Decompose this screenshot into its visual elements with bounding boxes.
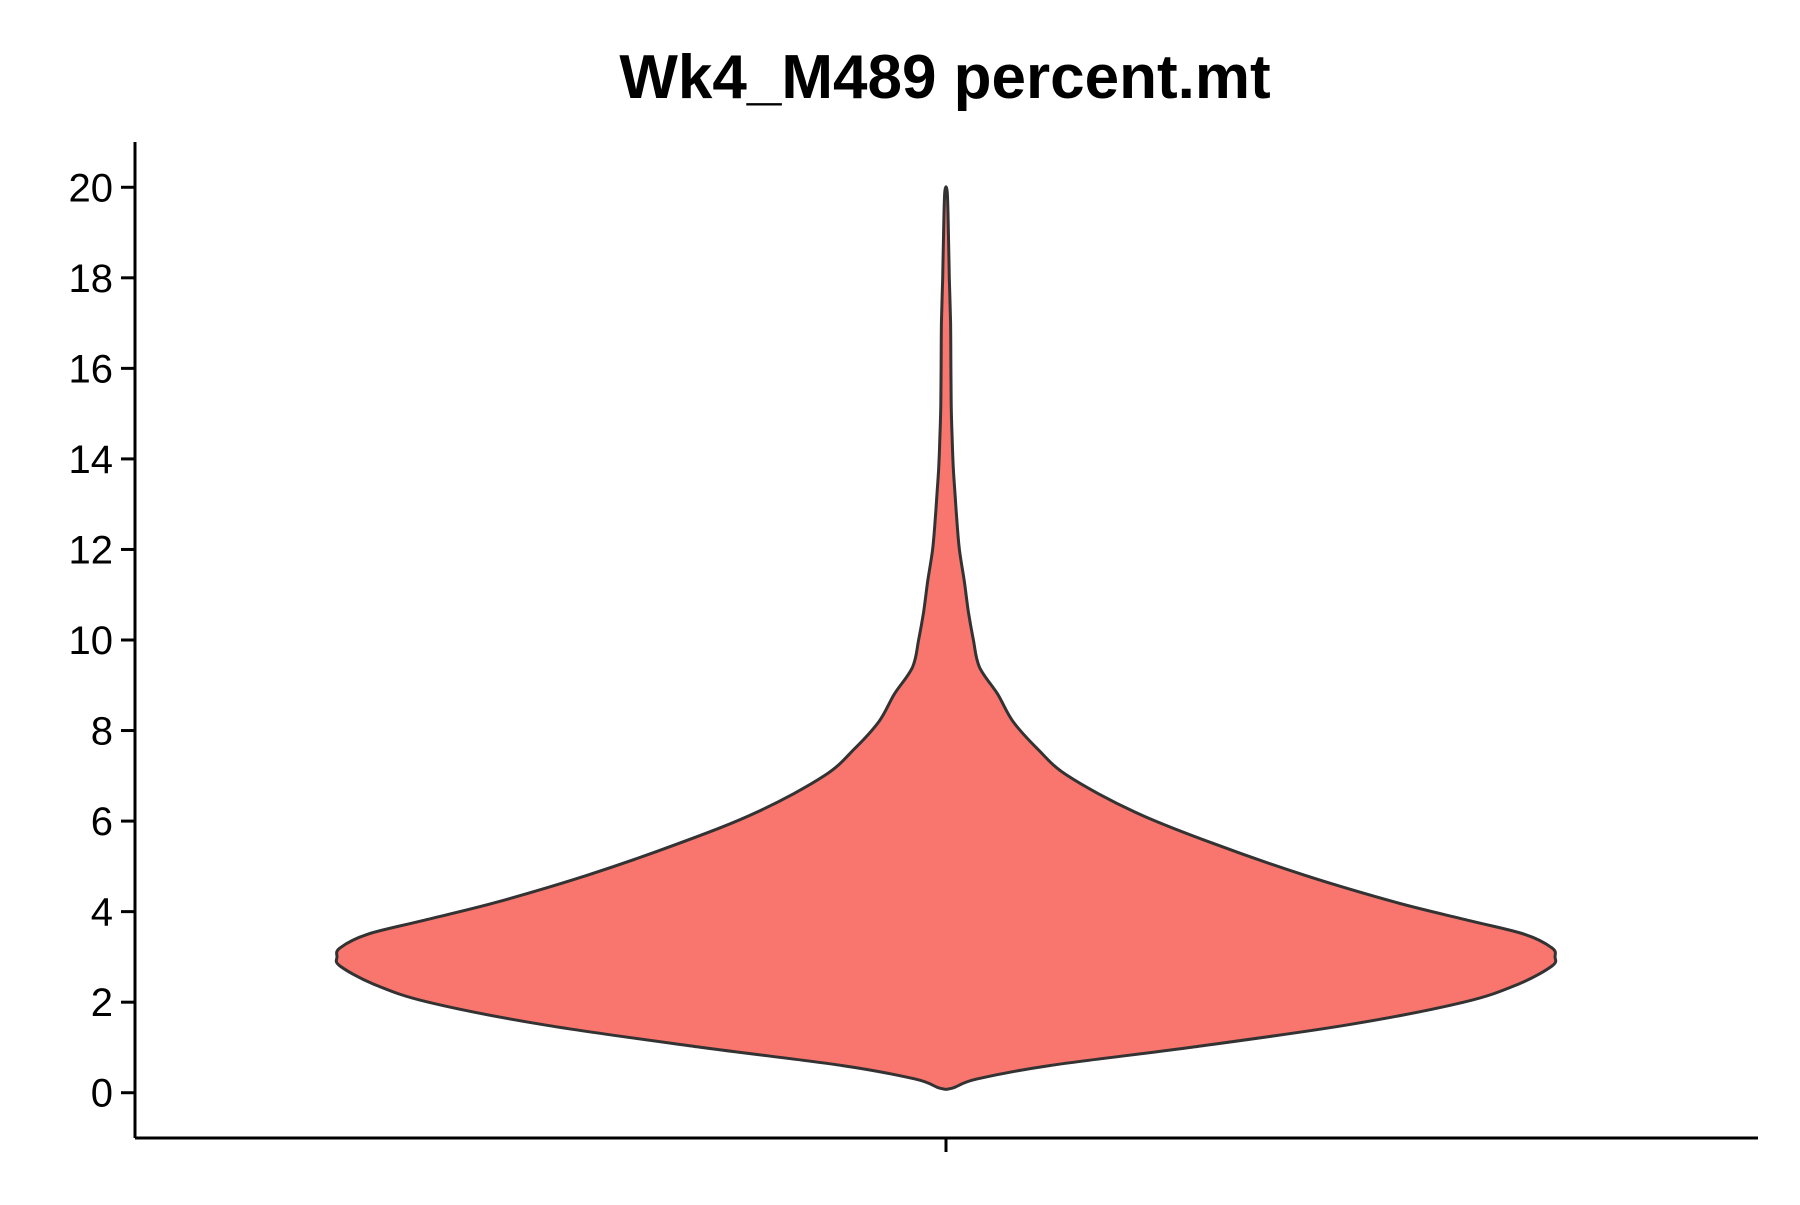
y-tick-label: 14 <box>69 438 114 482</box>
plot-area <box>334 185 1558 1091</box>
y-tick-label: 20 <box>69 166 114 210</box>
y-tick-label: 8 <box>91 710 113 754</box>
y-tick-label: 16 <box>69 347 114 391</box>
y-tick-label: 6 <box>91 800 113 844</box>
y-tick-label: 18 <box>69 257 114 301</box>
chart-title: Wk4_M489 percent.mt <box>619 43 1270 112</box>
y-tick-label: 10 <box>69 619 114 663</box>
violin-body <box>334 185 1558 1091</box>
y-tick-label: 4 <box>91 891 113 935</box>
y-tick-label: 12 <box>69 528 114 572</box>
axes: 0 2 4 6 8 10 12 14 16 18 20 <box>69 142 1758 1152</box>
y-tick-label: 0 <box>91 1072 113 1116</box>
y-tick-label: 2 <box>91 981 113 1025</box>
